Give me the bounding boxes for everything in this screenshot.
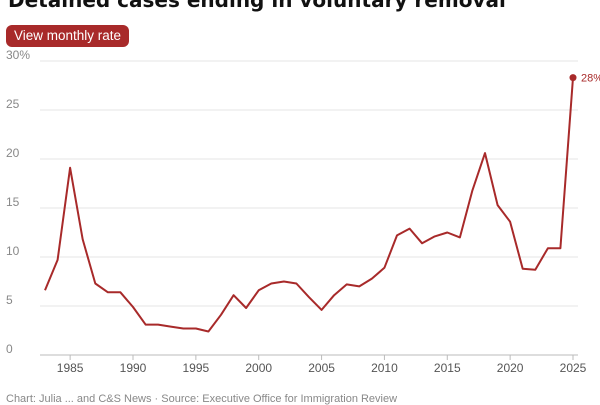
y-tick-label: 0 xyxy=(6,342,13,356)
end-point-marker xyxy=(569,74,577,82)
x-tick-label: 2000 xyxy=(245,361,272,375)
y-tick-label: 5 xyxy=(6,293,13,307)
y-tick-label: 30% xyxy=(6,48,30,62)
end-value-label: 28% xyxy=(581,73,600,85)
x-tick-label: 2005 xyxy=(308,361,335,375)
x-tick-label: 2025 xyxy=(560,361,587,375)
y-tick-label: 15 xyxy=(6,195,20,209)
gridlines xyxy=(40,60,578,307)
x-tick-label: 1990 xyxy=(120,361,147,375)
y-tick-label: 20 xyxy=(6,146,20,160)
y-tick-label: 25 xyxy=(6,97,20,111)
view-monthly-rate-button[interactable]: View monthly rate xyxy=(6,25,130,47)
x-tick-label: 1995 xyxy=(183,361,210,375)
series-line xyxy=(44,77,574,333)
x-tick-label: 1985 xyxy=(57,361,84,375)
source-note: Chart: Julia ... and C&S News · Source: … xyxy=(6,393,398,405)
chart-title: Detained cases ending in voluntary remov… xyxy=(8,0,506,12)
x-tick-label: 2020 xyxy=(497,361,524,375)
y-tick-label: 10 xyxy=(6,244,20,258)
x-tick-label: 2010 xyxy=(371,361,398,375)
axes xyxy=(40,354,578,360)
x-tick-label: 2015 xyxy=(434,361,461,375)
series xyxy=(44,74,577,333)
